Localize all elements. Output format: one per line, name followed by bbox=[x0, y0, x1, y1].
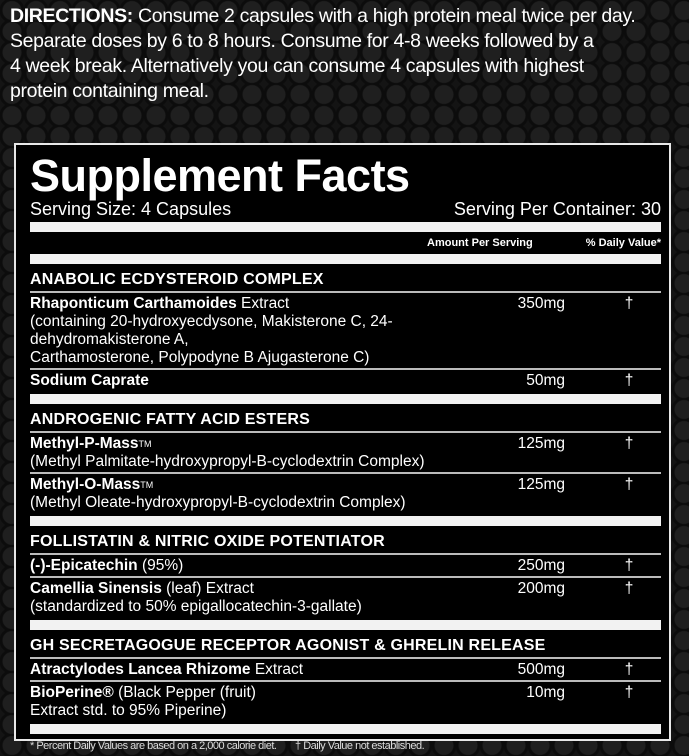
section-title: ANABOLIC ECDYSTEROID COMPLEX bbox=[30, 270, 661, 293]
supplement-facts-panel: Supplement Facts Serving Size: 4 Capsule… bbox=[14, 143, 671, 752]
section-title: GH SECRETAGOGUE RECEPTOR AGONIST & GHREL… bbox=[30, 636, 661, 659]
daily-value: † bbox=[624, 684, 634, 701]
directions-label: DIRECTIONS: bbox=[10, 5, 133, 27]
daily-value: † bbox=[624, 557, 634, 574]
ingredient-row: (-)-Epicatechin (95%) 250mg † bbox=[30, 555, 661, 578]
ingredient-name: Camellia Sinensis (leaf) Extract (standar… bbox=[30, 580, 495, 616]
ingredient-bold-name: Methyl-O-Mass bbox=[30, 476, 141, 493]
ingredient-amount: 200mg bbox=[517, 580, 565, 597]
ingredient-amount: 350mg bbox=[517, 295, 565, 312]
ingredient-detail: (leaf) Extract bbox=[161, 580, 254, 597]
ingredient-name: (-)-Epicatechin (95%) bbox=[30, 557, 495, 575]
panel-title: Supplement Facts bbox=[30, 150, 410, 201]
ingredient-subtext: (containing 20-hydroxyecdysone, Makister… bbox=[30, 313, 393, 348]
serving-info: Serving Size: 4 Capsules Serving Per Con… bbox=[30, 199, 661, 219]
divider bbox=[30, 394, 661, 404]
ingredient-bold-name: Sodium Caprate bbox=[30, 372, 149, 389]
divider bbox=[30, 516, 661, 526]
ingredient-name: Rhaponticum Carthamoides Extract (contain… bbox=[30, 295, 495, 367]
directions-line: protein containing meal. bbox=[10, 80, 209, 102]
ingredient-name: Methyl-P-MassTM (Methyl Palmitate-hydroxy… bbox=[30, 435, 495, 471]
ingredient-bold-name: Rhaponticum Carthamoides bbox=[30, 295, 237, 312]
ingredient-bold-name: (-)-Epicatechin bbox=[30, 557, 138, 574]
daily-value: † bbox=[624, 295, 634, 312]
ingredient-subtext: (standardized to 50% epigallocatechin-3-… bbox=[30, 598, 362, 615]
serving-size: Serving Size: 4 Capsules bbox=[30, 199, 232, 219]
ingredient-amount: 10mg bbox=[526, 684, 565, 701]
dv-header: % Daily Value* bbox=[585, 237, 661, 249]
ingredient-row: Methyl-O-MassTM (Methyl Oleate-hydroxypro… bbox=[30, 474, 661, 513]
ingredient-row: Atractylodes Lancea Rhizome Extract 500mg… bbox=[30, 659, 661, 682]
footnote-dagger: † Daily Value not established. bbox=[295, 740, 425, 752]
ingredient-name: BioPerine® (Black Pepper (fruit) Extract … bbox=[30, 684, 495, 720]
ingredient-bold-name: Camellia Sinensis bbox=[30, 580, 162, 597]
ingredient-detail: Extract bbox=[236, 295, 290, 312]
ingredient-row: Sodium Caprate 50mg † bbox=[30, 370, 661, 391]
trademark-mark: TM bbox=[138, 439, 152, 449]
ingredient-amount: 125mg bbox=[517, 435, 565, 452]
divider bbox=[30, 254, 661, 264]
ingredient-detail: (95%) bbox=[137, 557, 184, 574]
ingredient-bold-name: Atractylodes Lancea Rhizome bbox=[30, 661, 251, 678]
ingredient-subtext: Extract std. to 95% Piperine) bbox=[30, 702, 227, 719]
daily-value: † bbox=[624, 476, 634, 493]
trademark-mark: TM bbox=[140, 480, 154, 490]
ingredient-row: Methyl-P-MassTM (Methyl Palmitate-hydroxy… bbox=[30, 433, 661, 474]
daily-value: † bbox=[624, 580, 634, 597]
directions-text: DIRECTIONS: Consume 2 capsules with a hi… bbox=[10, 4, 689, 104]
ingredient-row: BioPerine® (Black Pepper (fruit) Extract … bbox=[30, 682, 661, 721]
divider bbox=[30, 620, 661, 630]
ingredient-detail: Extract bbox=[250, 661, 304, 678]
directions-line: Separate doses by 6 to 8 hours. Consume … bbox=[10, 30, 594, 52]
section-title: ANDROGENIC FATTY ACID ESTERS bbox=[30, 410, 661, 433]
divider bbox=[30, 724, 661, 734]
servings-per-container: Serving Per Container: 30 bbox=[453, 199, 661, 219]
ingredient-amount: 50mg bbox=[526, 372, 565, 389]
ingredient-amount: 125mg bbox=[517, 476, 565, 493]
ingredient-amount: 250mg bbox=[517, 557, 565, 574]
column-header: Amount Per Serving % Daily Value* bbox=[30, 235, 661, 251]
divider bbox=[30, 222, 661, 232]
ingredient-name: Methyl-O-MassTM (Methyl Oleate-hydroxypro… bbox=[30, 476, 495, 512]
amount-header: Amount Per Serving bbox=[427, 237, 533, 249]
ingredient-name: Sodium Caprate bbox=[30, 372, 495, 390]
ingredient-subtext: (Methyl Oleate-hydroxypropyl-B-cyclodext… bbox=[30, 494, 406, 511]
ingredient-row: Rhaponticum Carthamoides Extract (contain… bbox=[30, 293, 661, 370]
ingredient-subtext: (Methyl Palmitate-hydroxypropyl-B-cyclod… bbox=[30, 453, 425, 470]
daily-value: † bbox=[624, 661, 634, 678]
ingredient-detail: (Black Pepper (fruit) bbox=[113, 684, 256, 701]
daily-value: † bbox=[624, 435, 634, 452]
directions-line: 4 week break. Alternatively you can cons… bbox=[10, 55, 584, 77]
ingredient-bold-name: Methyl-P-Mass bbox=[30, 435, 139, 452]
ingredient-amount: 500mg bbox=[517, 661, 565, 678]
footnote: * Percent Daily Values are based on a 2,… bbox=[30, 740, 661, 752]
daily-value: † bbox=[624, 372, 634, 389]
ingredient-subtext: Carthamosterone, Polypodyne B Ajugastero… bbox=[30, 349, 370, 366]
footnote-dv: * Percent Daily Values are based on a 2,… bbox=[30, 740, 277, 752]
ingredient-name: Atractylodes Lancea Rhizome Extract bbox=[30, 661, 495, 679]
ingredient-bold-name: BioPerine® bbox=[30, 684, 114, 701]
ingredient-row: Camellia Sinensis (leaf) Extract (standar… bbox=[30, 578, 661, 617]
directions-line: Consume 2 capsules with a high protein m… bbox=[132, 5, 636, 27]
section-title: FOLLISTATIN & NITRIC OXIDE POTENTIATOR bbox=[30, 532, 661, 555]
